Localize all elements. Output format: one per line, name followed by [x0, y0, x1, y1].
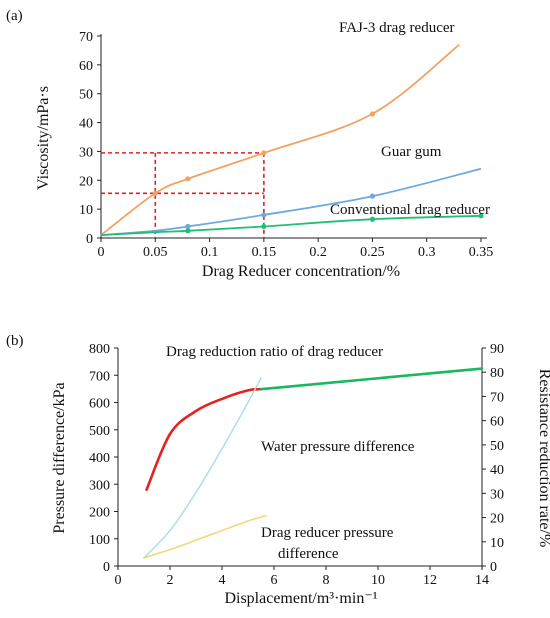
annotation-water-pressure: Water pressure difference: [261, 439, 415, 455]
series-3-marker: [261, 223, 267, 230]
reducer-pressure-line: [143, 514, 267, 559]
panel-a-y-tick-label: 10: [79, 203, 93, 218]
panel-b-y-tick-label: 400: [89, 451, 110, 466]
panel-b-y-tick-label: 700: [89, 369, 110, 384]
series-2-marker: [369, 193, 376, 199]
panel-b-x-tick-label: 10: [371, 573, 385, 588]
panel-b-y2-tick-label: 90: [490, 342, 504, 357]
panel-a-x-tick-label: 0.1: [201, 245, 219, 260]
ratio-red-line: [145, 387, 263, 491]
panel-b-y-axis-title: Pressure difference/kPa: [51, 382, 68, 533]
series-1-marker: [185, 176, 191, 182]
panel-a-x-tick-label: 0.2: [309, 245, 327, 260]
panel-b-y2-tick-label: 60: [490, 415, 504, 430]
panel-b-y2-axis-title: Resistance reduction rate/%: [536, 369, 550, 548]
series-2-marker: [185, 223, 191, 230]
panel-b-series: [143, 367, 484, 559]
water-pressure-line: [143, 377, 262, 559]
panel-b-y2-tick-label: 70: [490, 390, 504, 405]
panel-b-x-tick-label: 8: [323, 573, 330, 588]
panel-a-x-tick-label: 0.25: [360, 245, 385, 260]
series-3-marker: [478, 213, 484, 219]
panel-b-y2-tick-label: 50: [490, 439, 504, 454]
panel-b-x-tick-label: 4: [219, 573, 226, 588]
panel-b-y-ticks: 0 100 200 300 400 500 600 700 800: [89, 342, 118, 575]
panel-b-y2-tick-label: 20: [490, 512, 504, 527]
panel-a-x-ticks: 0 0.05 0.1 0.15 0.2 0.25 0.3 0.35: [98, 238, 494, 260]
panel-b-y2-tick-label: 40: [490, 463, 504, 478]
series-3-marker: [185, 228, 191, 234]
series-1-marker: [369, 111, 376, 117]
series-1-marker: [261, 150, 267, 156]
panel-b: (b) 0 2 4 6 8 10 12 14 010020030040050060070080…: [6, 333, 550, 607]
panel-b-y-tick-label: 800: [89, 342, 110, 357]
legend-conventional: Conventional drag reducer: [330, 202, 490, 218]
series-line-2: [100, 167, 482, 236]
panel-a: (a) 0 0.05 0.1 0.15 0.2 0.25 0.3 0.35 0 10 20 30 40…: [6, 8, 493, 280]
panel-a-y-tick-label: 40: [79, 117, 93, 132]
legend-faj3: FAJ-3 drag reducer: [339, 20, 455, 36]
panel-b-y-tick-label: 300: [89, 478, 110, 493]
legend-guar-gum: Guar gum: [381, 144, 442, 160]
panel-a-y-tick-label: 50: [79, 88, 93, 103]
panel-b-x-tick-label: 2: [167, 573, 174, 588]
panel-b-y-tick-label: 500: [89, 424, 110, 439]
panel-a-x-tick-label: 0.3: [418, 245, 436, 260]
panel-b-y-tick-label: 200: [89, 506, 110, 521]
series-line-3: [100, 214, 482, 236]
panel-a-reference-lines: [101, 152, 265, 238]
panel-a-x-tick-label: 0.05: [143, 245, 168, 260]
panel-b-y2-tick-label: 10: [490, 536, 504, 551]
panel-a-x-tick-label: 0.15: [252, 245, 277, 260]
panel-a-y-tick-label: 60: [79, 59, 93, 74]
panel-b-y2-tick-label: 80: [490, 366, 504, 381]
annotation-drag-reduction-ratio: Drag reduction ratio of drag reducer: [166, 344, 383, 360]
panel-b-x-ticks: 0 2 4 6 8 10 12 14: [115, 566, 489, 588]
panel-b-y-tick-label: 0: [103, 560, 110, 575]
panel-a-series: [100, 43, 484, 236]
panel-a-y-axis-title: Viscosity/mPa·s: [35, 86, 52, 190]
series-3-marker: [369, 216, 376, 222]
panel-b-x-tick-label: 6: [271, 573, 278, 588]
panel-a-y-tick-label: 30: [79, 145, 93, 160]
annotation-reducer-pressure-line1: Drag reducer pressure: [261, 525, 394, 541]
panel-a-axes: [100, 34, 487, 239]
panel-b-x-tick-label: 12: [423, 573, 437, 588]
panel-b-y2-ticks: 0 10 20 30 40 50 60 70 80 90: [482, 342, 504, 575]
panel-a-y-tick-label: 0: [86, 232, 93, 247]
annotation-reducer-pressure-line2: difference: [278, 546, 339, 562]
panel-b-x-tick-label: 14: [475, 573, 489, 588]
panel-b-label: (b): [6, 333, 24, 349]
panel-a-x-axis-title: Drag Reducer concentration/%: [202, 263, 400, 280]
panel-b-y-tick-label: 600: [89, 397, 110, 412]
panel-a-x-tick-label: 0.35: [469, 245, 494, 260]
panel-a-label: (a): [6, 8, 23, 24]
series-1-marker: [152, 190, 158, 196]
panel-b-y2-tick-label: 0: [490, 560, 497, 575]
panel-a-x-tick-label: 0: [98, 245, 105, 260]
panel-b-x-tick-label: 0: [115, 573, 122, 588]
panel-a-y-tick-label: 20: [79, 174, 93, 189]
panel-b-x-axis-title: Displacement/m³·min⁻¹: [224, 590, 377, 607]
panel-a-y-tick-label: 70: [79, 30, 93, 45]
ratio-green-line: [259, 367, 484, 391]
panel-b-y2-tick-label: 30: [490, 487, 504, 502]
panel-a-y-ticks: 0 10 20 30 40 50 60 70: [79, 30, 101, 247]
panel-b-y-tick-label: 100: [89, 533, 110, 548]
series-2-marker: [261, 212, 267, 218]
